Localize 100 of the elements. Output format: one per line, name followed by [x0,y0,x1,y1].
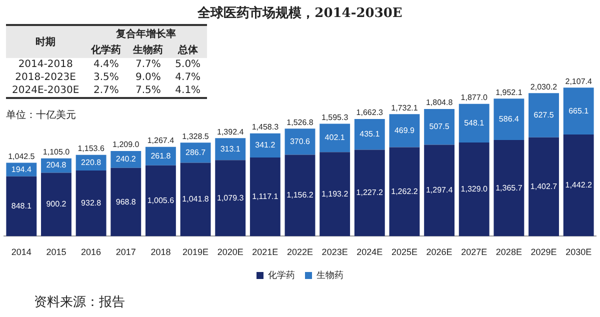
legend-label: 化学药 [268,270,295,280]
bar [389,114,420,148]
total-label: 2,107.4 [565,76,592,86]
data-label: 1,227.2 [356,188,384,198]
x-tick-label: 2022E [286,247,314,258]
data-label: 435.1 [360,130,380,139]
data-label: 900.2 [46,200,67,209]
data-label: 1,005.6 [147,196,175,205]
data-label: 665.1 [568,106,590,116]
x-tick-label: 2018 [150,247,171,258]
data-label: 204.8 [46,160,67,170]
data-label: 1,402.7 [530,182,558,191]
text: 时期 [6,25,86,58]
total-label: 1,267.4 [147,136,175,146]
bar [424,108,455,145]
data-label: 341.2 [255,140,276,150]
x-tick-label: 2029E [530,247,557,258]
bar [215,160,246,236]
data-label: 1,329.0 [460,184,488,194]
x-tick-label: 2026E [426,247,452,258]
x-tick-label: 2030E [566,247,592,258]
bar [41,172,72,236]
text: 3.5% [92,71,120,84]
total-label: 2,030.2 [530,82,558,92]
text: 生物药 [127,42,170,58]
bar [180,142,211,163]
annotation: 4.1% [174,84,202,98]
data-label: 1,193.2 [321,189,349,198]
bar [354,119,385,150]
x-tick-label: 2021E [252,247,278,258]
bar [145,165,176,236]
data-label: 548.1 [464,118,485,128]
data-label: 1,079.3 [217,193,244,202]
data-label: 240.2 [116,154,136,164]
bar [389,147,420,236]
annotation: 单位：十亿美元 [6,108,76,122]
x-tick-label: 2028E [496,247,522,258]
total-label: 1,952.1 [496,88,523,97]
x-tick-label: 2017 [116,247,136,258]
bar [284,128,316,155]
bar [528,93,559,138]
bar [320,152,350,236]
text: 化学药 [85,42,128,58]
data-label: 627.5 [534,110,554,120]
bar [494,140,524,236]
annotation: 2024E-2030E [11,84,80,98]
bar [180,162,211,236]
bar [458,104,490,143]
total-label: 1,392.4 [217,127,244,136]
x-tick-label: 2015 [46,247,66,258]
data-label: 932.8 [81,198,102,208]
bar [424,144,455,236]
x-tick-label: 2019E [182,247,209,258]
bar [320,124,350,152]
data-label: 313.1 [220,144,241,154]
x-tick-label: 2020E [217,247,244,258]
bar [215,138,246,160]
total-label: 1,732.1 [391,103,418,112]
text: 4.7% [174,71,202,84]
data-label: 968.8 [116,197,136,206]
data-label: 370.6 [290,136,311,146]
data-label: 1,117.1 [252,192,279,202]
total-label: 1,209.0 [112,140,140,150]
bar [250,133,280,158]
text: 总体 [169,42,207,58]
total-label: 1,526.8 [286,118,314,127]
bar [354,150,385,236]
total-label: 1,595.3 [321,112,349,122]
bar [284,154,316,236]
x-tick-label: 2016 [81,247,102,258]
data-label: 1,297.4 [426,186,454,195]
bar [563,134,594,236]
data-label: 1,442.2 [565,180,592,190]
data-label: 1,156.2 [286,190,314,200]
total-label: 1,153.6 [78,144,105,154]
data-label: 194.4 [11,164,32,174]
text: 资料来源：报告 [34,294,125,311]
data-label: 1,041.8 [182,194,210,204]
annotation: 2.7% [92,84,120,98]
data-label: 848.1 [11,202,32,211]
bar [76,170,106,236]
bar [6,176,37,236]
text: 4.4% [92,58,120,71]
total-label: 1,328.5 [182,132,210,141]
total-label: 1,458.3 [252,122,280,132]
bar [250,157,280,236]
total-label: 1,804.8 [426,98,454,108]
x-tick-label: 2014 [11,247,32,258]
total-label: 1,662.3 [356,108,384,118]
data-label: 469.9 [394,126,416,135]
bar [458,142,490,236]
text: 2014-2018 [17,58,74,71]
data-label: 220.8 [81,158,102,167]
data-label: 402.1 [324,133,346,142]
data-label: 586.4 [498,114,520,124]
data-label: 1,262.2 [391,186,418,196]
data-label: 507.5 [429,122,450,132]
total-label: 1,105.0 [42,148,70,157]
text: 7.7% [134,58,162,71]
x-tick-label: 2025E [391,247,418,258]
